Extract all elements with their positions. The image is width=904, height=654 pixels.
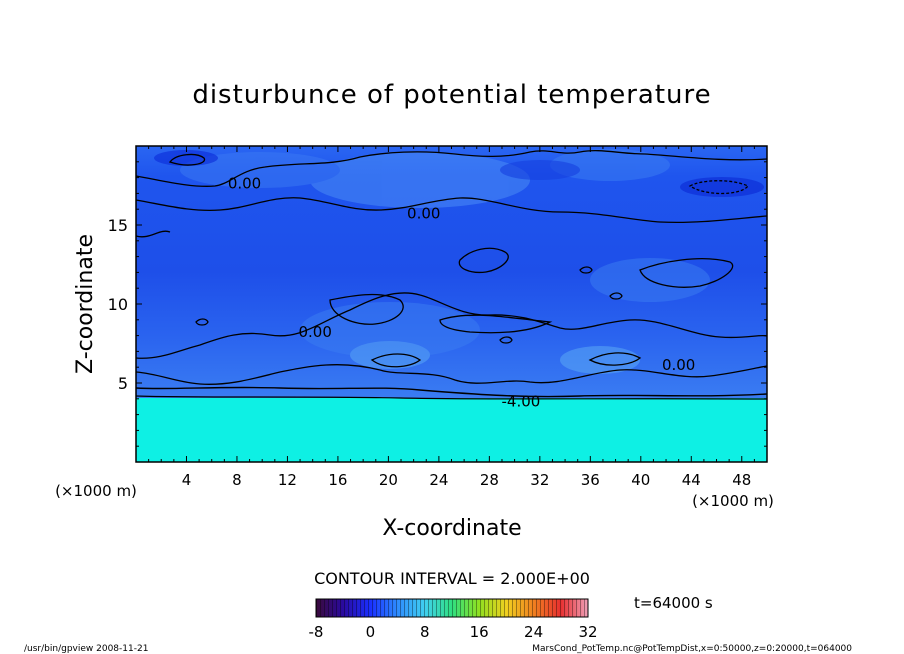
contour-label: 0.00 [407,204,440,222]
x-tick-label: 28 [480,471,499,489]
time-label: t=64000 s [634,594,713,612]
x-tick-label: 8 [232,471,242,489]
x-tick-label: 32 [530,471,549,489]
colorbar-tick-label: 16 [470,623,489,641]
y-tick-label: 15 [108,216,128,235]
colorbar-frame [315,598,589,618]
contour-interval-label: CONTOUR INTERVAL = 2.000E+00 [314,569,590,588]
x-tick-label: 4 [182,471,192,489]
y-axis-label: Z-coordinate [73,234,98,374]
x-tick-label: 48 [732,471,751,489]
contour-label: 0.00 [662,356,695,374]
contour-lines [135,149,768,400]
field-lower [136,398,767,462]
colorbar: -8 0 8 16 24 32 [309,598,598,641]
x-axis-unit: (×1000 m) [692,492,774,510]
contour-labels: 0.00 0.00 0.00 0.00 -4.00 [228,174,696,410]
x-tick-label: 24 [429,471,448,489]
y-axis-unit: (×1000 m) [55,482,137,500]
colorbar-tick-label: 24 [524,623,543,641]
contour-label: 0.00 [299,323,332,341]
colorbar-tick-label: 32 [578,623,597,641]
x-tick-label: 12 [278,471,297,489]
footer-left: /usr/bin/gpview 2008-11-21 [24,644,148,654]
y-tick-label: 10 [108,295,128,314]
y-axis: 5 10 15 [108,161,767,447]
x-tick-label: 44 [682,471,701,489]
plot-area: 0.00 0.00 0.00 0.00 -4.00 [135,145,768,463]
colorbar-stripes [316,599,588,617]
x-tick-label: 40 [631,471,650,489]
x-axis-label: X-coordinate [382,516,521,541]
footer-right: MarsCond_PotTemp.nc@PotTempDist,x=0:5000… [532,644,852,654]
x-axis: 4 8 12 16 20 24 28 32 36 40 44 48 [148,146,755,489]
y-tick-label: 5 [118,374,128,393]
x-tick-label: 20 [379,471,398,489]
contour-label: 0.00 [228,174,261,192]
colorbar-tick-label: 8 [420,623,430,641]
contour-label: -4.00 [502,392,541,410]
x-tick-label: 36 [581,471,600,489]
chart-title: disturbunce of potential temperature [192,80,711,110]
field-patches [180,149,710,374]
x-tick-label: 16 [328,471,347,489]
colorbar-tick-label: 0 [366,623,376,641]
colorbar-ticks: -8 0 8 16 24 32 [309,623,598,641]
colorbar-tick-label: -8 [309,623,324,641]
